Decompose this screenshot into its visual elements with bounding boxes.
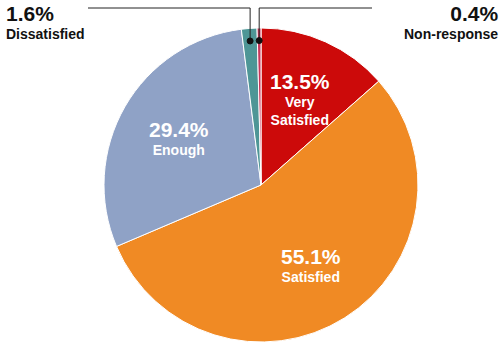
svg-text:1.6%Dissatisfied: 1.6%Dissatisfied xyxy=(6,2,85,42)
svg-text:13.5%VerySatisfied: 13.5%VerySatisfied xyxy=(270,70,330,128)
svg-text:29.4%Enough: 29.4%Enough xyxy=(149,118,209,158)
svg-text:0.4%Non-response: 0.4%Non-response xyxy=(404,2,498,42)
svg-text:55.1%Satisfied: 55.1%Satisfied xyxy=(281,245,341,285)
